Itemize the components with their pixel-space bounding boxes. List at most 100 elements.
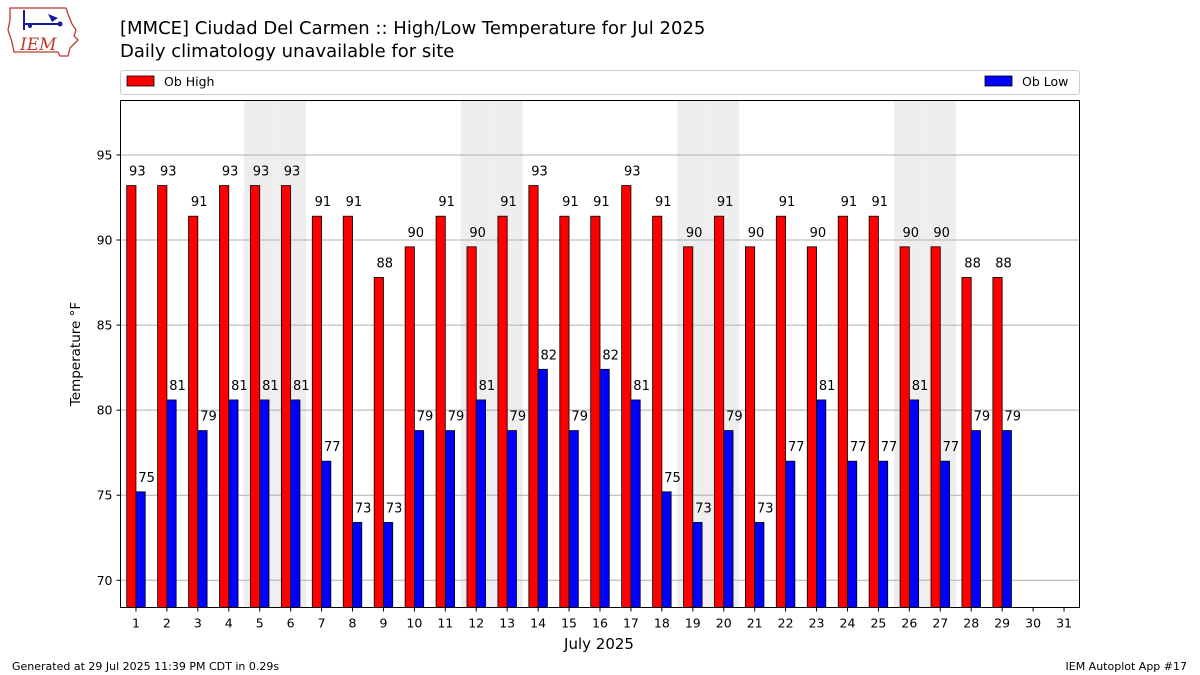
bar-ob-high-17 xyxy=(621,185,632,608)
x-tick-label-2: 2 xyxy=(163,616,171,631)
data-label-ob-high-22: 91 xyxy=(779,195,796,210)
data-label-ob-high-28: 88 xyxy=(964,256,981,271)
x-tick-label-6: 6 xyxy=(287,616,295,631)
data-label-ob-low-8: 73 xyxy=(355,501,372,516)
x-tick-label-31: 31 xyxy=(1056,616,1072,631)
data-label-ob-high-27: 90 xyxy=(933,226,950,241)
data-label-ob-low-9: 73 xyxy=(386,501,403,516)
y-axis-title: Temperature °F xyxy=(68,302,84,407)
bar-ob-low-9 xyxy=(383,522,394,608)
bar-ob-high-21 xyxy=(744,246,756,608)
bar-ob-low-25 xyxy=(878,460,889,608)
bar-ob-low-12 xyxy=(475,399,486,608)
data-label-ob-high-4: 93 xyxy=(222,165,239,180)
bar-ob-low-6 xyxy=(290,399,301,608)
data-label-ob-high-26: 90 xyxy=(902,226,919,241)
x-tick-label-1: 1 xyxy=(132,616,140,631)
bar-ob-low-16 xyxy=(599,368,610,608)
data-label-ob-high-16: 91 xyxy=(593,195,610,210)
x-tick-label-18: 18 xyxy=(654,616,670,631)
bars xyxy=(126,185,1012,608)
bar-ob-low-17 xyxy=(630,399,641,608)
x-tick-label-21: 21 xyxy=(747,616,763,631)
data-label-ob-low-23: 81 xyxy=(819,379,836,394)
y-tick-label-95: 95 xyxy=(97,147,113,162)
x-tick-label-9: 9 xyxy=(379,616,387,631)
logo-text: IEM xyxy=(19,35,57,55)
data-label-ob-low-19: 73 xyxy=(695,501,712,516)
bar-ob-high-26 xyxy=(899,246,910,608)
data-label-ob-low-24: 77 xyxy=(850,440,867,455)
data-label-ob-low-14: 82 xyxy=(540,348,557,363)
x-tick-label-26: 26 xyxy=(901,616,917,631)
x-tick-label-12: 12 xyxy=(468,616,484,631)
data-label-ob-low-20: 79 xyxy=(726,410,743,425)
data-label-ob-low-25: 77 xyxy=(881,440,898,455)
bar-ob-low-26 xyxy=(908,399,920,608)
data-label-ob-high-29: 88 xyxy=(995,256,1012,271)
data-label-ob-high-23: 90 xyxy=(810,226,827,241)
x-tick-label-19: 19 xyxy=(685,616,701,631)
data-label-ob-high-8: 91 xyxy=(346,195,363,210)
data-label-ob-low-1: 75 xyxy=(138,471,155,486)
x-tick-label-10: 10 xyxy=(406,616,422,631)
bar-ob-high-19 xyxy=(683,246,694,608)
x-axis-title: July 2025 xyxy=(563,635,634,653)
data-label-ob-low-15: 79 xyxy=(571,410,588,425)
bar-ob-low-23 xyxy=(816,399,827,608)
data-label-ob-low-13: 79 xyxy=(510,410,527,425)
legend: Ob High Ob Low xyxy=(120,70,1080,95)
data-labels: 93 93 91 93 93 93 91 91 88 90 91 90 91 93 91 91 93 91 90 91… xyxy=(129,165,1021,517)
bar-ob-high-9 xyxy=(373,277,384,608)
bar-ob-low-13 xyxy=(506,430,517,608)
data-label-ob-high-9: 88 xyxy=(377,256,394,271)
data-label-ob-low-16: 82 xyxy=(602,348,619,363)
bar-ob-high-13 xyxy=(497,215,508,608)
bar-ob-high-16 xyxy=(590,215,601,608)
x-tick-label-20: 20 xyxy=(716,616,732,631)
bar-ob-high-23 xyxy=(806,246,817,608)
data-label-ob-low-22: 77 xyxy=(788,440,805,455)
bar-ob-high-20 xyxy=(714,215,725,608)
bar-ob-high-4 xyxy=(219,185,230,608)
x-tick-label-22: 22 xyxy=(778,616,794,631)
data-label-ob-high-21: 90 xyxy=(748,226,765,241)
bar-ob-low-4 xyxy=(228,399,239,608)
bar-ob-low-14 xyxy=(537,368,548,608)
bar-ob-low-2 xyxy=(166,399,177,608)
data-label-ob-high-13: 91 xyxy=(500,195,517,210)
x-tick-label-4: 4 xyxy=(225,616,233,631)
bar-ob-high-12 xyxy=(466,246,477,608)
sensor-icon xyxy=(28,24,32,28)
bar-ob-high-24 xyxy=(837,215,848,608)
iowa-outline-icon xyxy=(7,7,79,57)
data-label-ob-high-17: 93 xyxy=(624,165,641,180)
x-tick-label-25: 25 xyxy=(870,616,886,631)
bar-ob-high-25 xyxy=(868,215,879,608)
bar-ob-high-1 xyxy=(126,185,137,608)
footer-app: IEM Autoplot App #17 xyxy=(1066,660,1188,673)
y-tick-label-90: 90 xyxy=(97,233,113,248)
data-label-ob-high-19: 90 xyxy=(686,226,703,241)
bar-ob-high-27 xyxy=(930,246,941,608)
bar-ob-low-27 xyxy=(939,460,950,608)
bar-ob-high-18 xyxy=(652,215,663,608)
data-label-ob-low-27: 77 xyxy=(943,440,960,455)
bar-ob-high-3 xyxy=(188,215,199,608)
bar-ob-low-24 xyxy=(847,460,858,608)
x-tick-label-14: 14 xyxy=(530,616,546,631)
bar-ob-low-21 xyxy=(754,522,765,608)
legend-label-ob-low: Ob Low xyxy=(1022,74,1068,89)
bar-ob-low-20 xyxy=(723,430,734,608)
y-tick-label-80: 80 xyxy=(97,403,113,418)
bar-ob-high-14 xyxy=(528,185,539,608)
bar-ob-low-15 xyxy=(568,430,579,608)
data-label-ob-low-7: 77 xyxy=(324,440,341,455)
x-tick-label-11: 11 xyxy=(437,616,453,631)
bar-ob-high-11 xyxy=(435,215,446,608)
data-label-ob-low-29: 79 xyxy=(1005,410,1022,425)
bar-ob-high-8 xyxy=(342,215,353,608)
bar-ob-low-10 xyxy=(413,430,425,608)
legend-label-ob-high: Ob High xyxy=(164,74,214,89)
chart-title: [MMCE] Ciudad Del Carmen :: High/Low Tem… xyxy=(120,18,705,39)
